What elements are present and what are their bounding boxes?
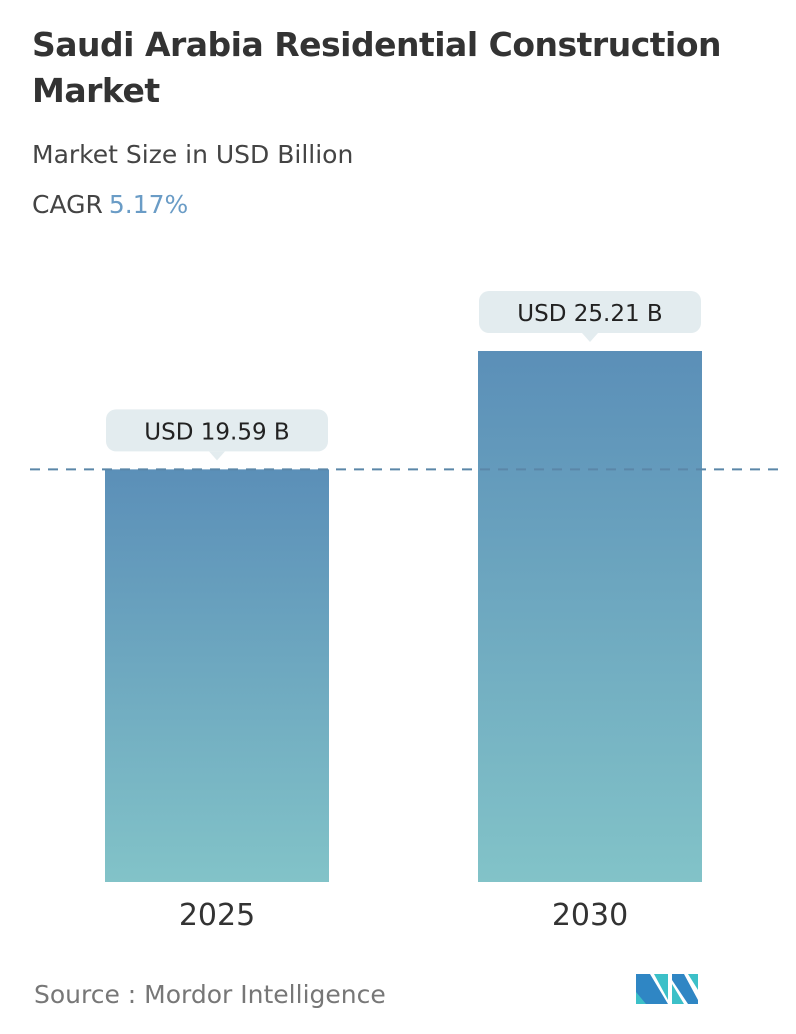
x-tick-label: 2025 xyxy=(179,898,255,933)
bar-2030 xyxy=(478,351,702,882)
cagr-value: 5.17% xyxy=(108,190,189,219)
bar-2025 xyxy=(105,469,329,882)
chart-title: Saudi Arabia Residential Construction Ma… xyxy=(32,25,722,110)
x-tick-label: 2030 xyxy=(552,898,628,933)
data-label: USD 19.59 B xyxy=(144,419,289,445)
mordor-logo-icon xyxy=(636,974,698,1004)
chart-subtitle: Market Size in USD Billion xyxy=(32,140,354,169)
data-label-pointer xyxy=(582,333,598,342)
data-label-pointer xyxy=(209,451,225,461)
data-label: USD 25.21 B xyxy=(517,301,662,327)
cagr: CAGR 5.17% xyxy=(32,190,188,219)
source-text: Source : Mordor Intelligence xyxy=(34,980,386,1009)
data-label-bubble xyxy=(106,409,328,452)
cagr-label: CAGR xyxy=(32,190,103,219)
data-label-bubble xyxy=(479,291,701,333)
